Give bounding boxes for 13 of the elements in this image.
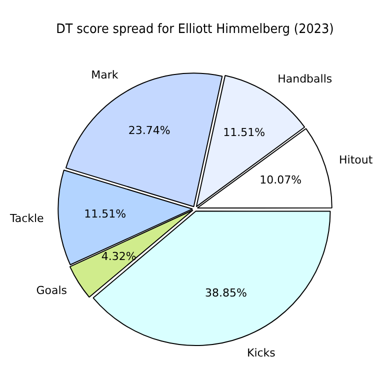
data-label: 23.74%	[128, 124, 170, 137]
slice-label: Handballs	[278, 72, 332, 86]
data-label: 4.32%	[101, 250, 136, 263]
data-label: 11.51%	[84, 208, 126, 221]
chart-title: DT score spread for Elliott Himmelberg (2023)	[56, 20, 334, 36]
data-label: 10.07%	[260, 174, 302, 187]
slice-label: Goals	[36, 284, 68, 298]
slice-label: Hitout	[338, 154, 374, 167]
data-label: 11.51%	[223, 126, 266, 140]
slice-label: Tackle	[8, 212, 44, 226]
data-label: 38.85%	[204, 286, 247, 300]
slice-label: Mark	[91, 68, 119, 82]
slice-label: Kicks	[246, 346, 276, 360]
